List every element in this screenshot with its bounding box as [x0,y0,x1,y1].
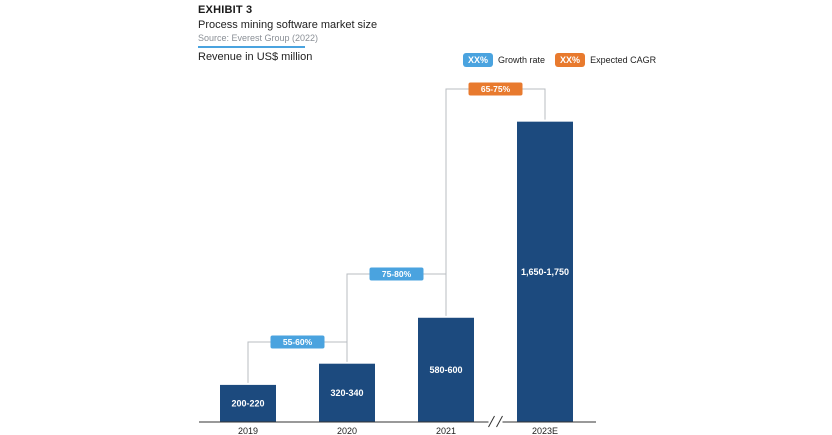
x-tick-label-2020: 2020 [337,426,357,435]
bar-2023e [517,121,573,423]
data-label-2020: 320-340 [330,388,363,398]
growth-rate-badge-2020-2021 [369,267,424,281]
bar-2020 [319,363,375,422]
axis-break-mark [488,415,495,428]
legend-item-cagr: XX% Expected CAGR [555,53,656,67]
axis-break-mark [496,415,503,428]
legend-item-growth: XX% Growth rate [463,53,545,67]
data-label-2021: 580-600 [429,365,462,375]
source-underline [198,46,305,48]
exhibit-label: EXHIBIT 3 [198,4,253,16]
bar-2021 [418,317,474,422]
bar-2019 [220,384,276,422]
cagr-label-2021-2023E: 65-75% [481,84,511,94]
legend-label-cagr: Expected CAGR [590,55,657,65]
x-tick-label-2019: 2019 [238,426,258,435]
y-axis-label: Revenue in US$ million [198,51,313,63]
legend-label-growth: Growth rate [498,55,546,65]
growth-rate-badge-2019-2020 [270,335,325,349]
chart-legend: XX% Growth rate XX% Expected CAGR [463,53,666,67]
data-label-2023e: 1,650-1,750 [521,267,569,277]
cagr-badge-2021-2023E [468,82,523,96]
data-label-2019: 200-220 [231,398,264,408]
x-tick-label-2021: 2021 [436,426,456,435]
growth-rate-label-2019-2020: 55-60% [283,337,313,347]
chart-subtitle: Process mining software market size [198,19,378,31]
legend-swatch-cagr: XX% [555,53,586,67]
source-note: Source: Everest Group (2022) [198,33,319,43]
chart-header: EXHIBIT 3 Process mining software market… [198,4,377,48]
axis-break-gap [488,416,503,428]
legend-swatch-growth: XX% [463,53,494,67]
x-tick-label-2023e: 2023E [532,426,558,435]
growth-rate-label-2020-2021: 75-80% [382,269,412,279]
